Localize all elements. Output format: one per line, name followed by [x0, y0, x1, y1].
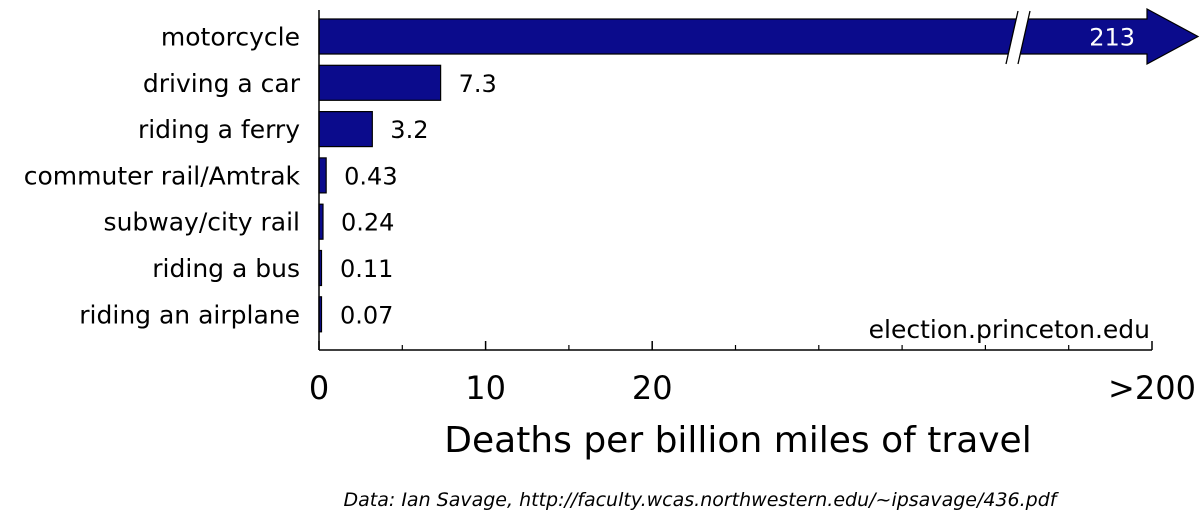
category-label: commuter rail/Amtrak [24, 161, 301, 190]
category-label: riding a ferry [138, 115, 300, 144]
axis-break-gap [1006, 11, 1030, 64]
value-label: 0.43 [344, 162, 397, 190]
axes-group: 0 10 20 >200 [309, 10, 1196, 407]
category-label: riding a bus [152, 254, 300, 283]
category-label: riding an airplane [79, 300, 300, 329]
category-label: subway/city rail [104, 208, 300, 237]
x-tick-label: >200 [1108, 369, 1196, 407]
x-tick-label: 10 [465, 369, 506, 407]
value-label: 213 [1089, 24, 1135, 52]
axis-break-line [1017, 10, 1031, 65]
value-label: 0.07 [340, 301, 393, 329]
watermark: election.princeton.edu [869, 315, 1150, 344]
x-tick-label: 20 [632, 369, 673, 407]
value-label: 0.11 [340, 255, 393, 283]
value-label: 3.2 [390, 116, 428, 144]
source-note: Data: Ian Savage, http://faculty.wcas.no… [344, 489, 1060, 511]
bars-group: motorcycle 213 driving a car 7.3 riding a fe… [24, 7, 1200, 333]
x-tick-label: 0 [309, 369, 329, 407]
bar-arrow [318, 7, 1200, 66]
axis-break-line [1005, 10, 1019, 65]
value-label: 7.3 [459, 70, 497, 98]
bar [318, 157, 327, 194]
category-label: driving a car [143, 69, 301, 98]
category-label: motorcycle [161, 23, 300, 52]
bar [318, 110, 373, 148]
x-axis-title: Deaths per billion miles of travel [444, 420, 1031, 461]
bar [318, 64, 442, 101]
value-label: 0.24 [341, 209, 394, 237]
